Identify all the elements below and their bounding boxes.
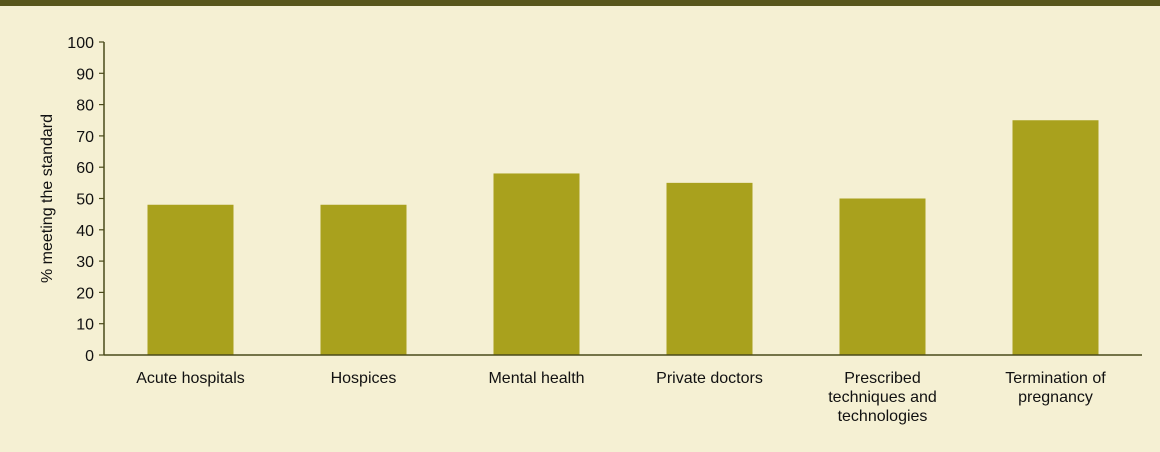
- x-category-label: Hospices: [331, 370, 397, 387]
- y-tick-label: 30: [76, 254, 94, 271]
- bar: [1012, 120, 1099, 355]
- bar: [839, 198, 926, 355]
- x-category-label: Acute hospitals: [136, 370, 245, 387]
- y-tick-label: 40: [76, 223, 94, 240]
- x-category-label: Termination of pregnancy: [1005, 370, 1106, 406]
- y-tick-label: 0: [85, 348, 94, 365]
- y-ticks-group: 0 10 20 30 40 50 60 70 80 90 100: [67, 35, 104, 365]
- bars-group: [147, 120, 1099, 355]
- top-band: [0, 0, 1160, 6]
- x-category-label: Prescribed techniques and technologies: [828, 370, 937, 425]
- x-category-label: Mental health: [488, 370, 584, 387]
- y-axis-title: % meeting the standard: [39, 114, 56, 283]
- y-tick-label: 80: [76, 98, 94, 115]
- x-labels-group: Acute hospitals Hospices Mental health Priv…: [136, 370, 1106, 425]
- y-tick-label: 60: [76, 160, 94, 177]
- y-tick-label: 70: [76, 129, 94, 146]
- y-tick-label: 10: [76, 317, 94, 334]
- bar: [666, 182, 753, 355]
- bar: [493, 173, 580, 355]
- y-tick-label: 50: [76, 192, 94, 209]
- x-category-label: Private doctors: [656, 370, 763, 387]
- y-tick-label: 90: [76, 66, 94, 83]
- y-tick-label: 100: [67, 35, 94, 52]
- bar: [320, 204, 407, 355]
- y-tick-label: 20: [76, 285, 94, 302]
- bar: [147, 204, 234, 355]
